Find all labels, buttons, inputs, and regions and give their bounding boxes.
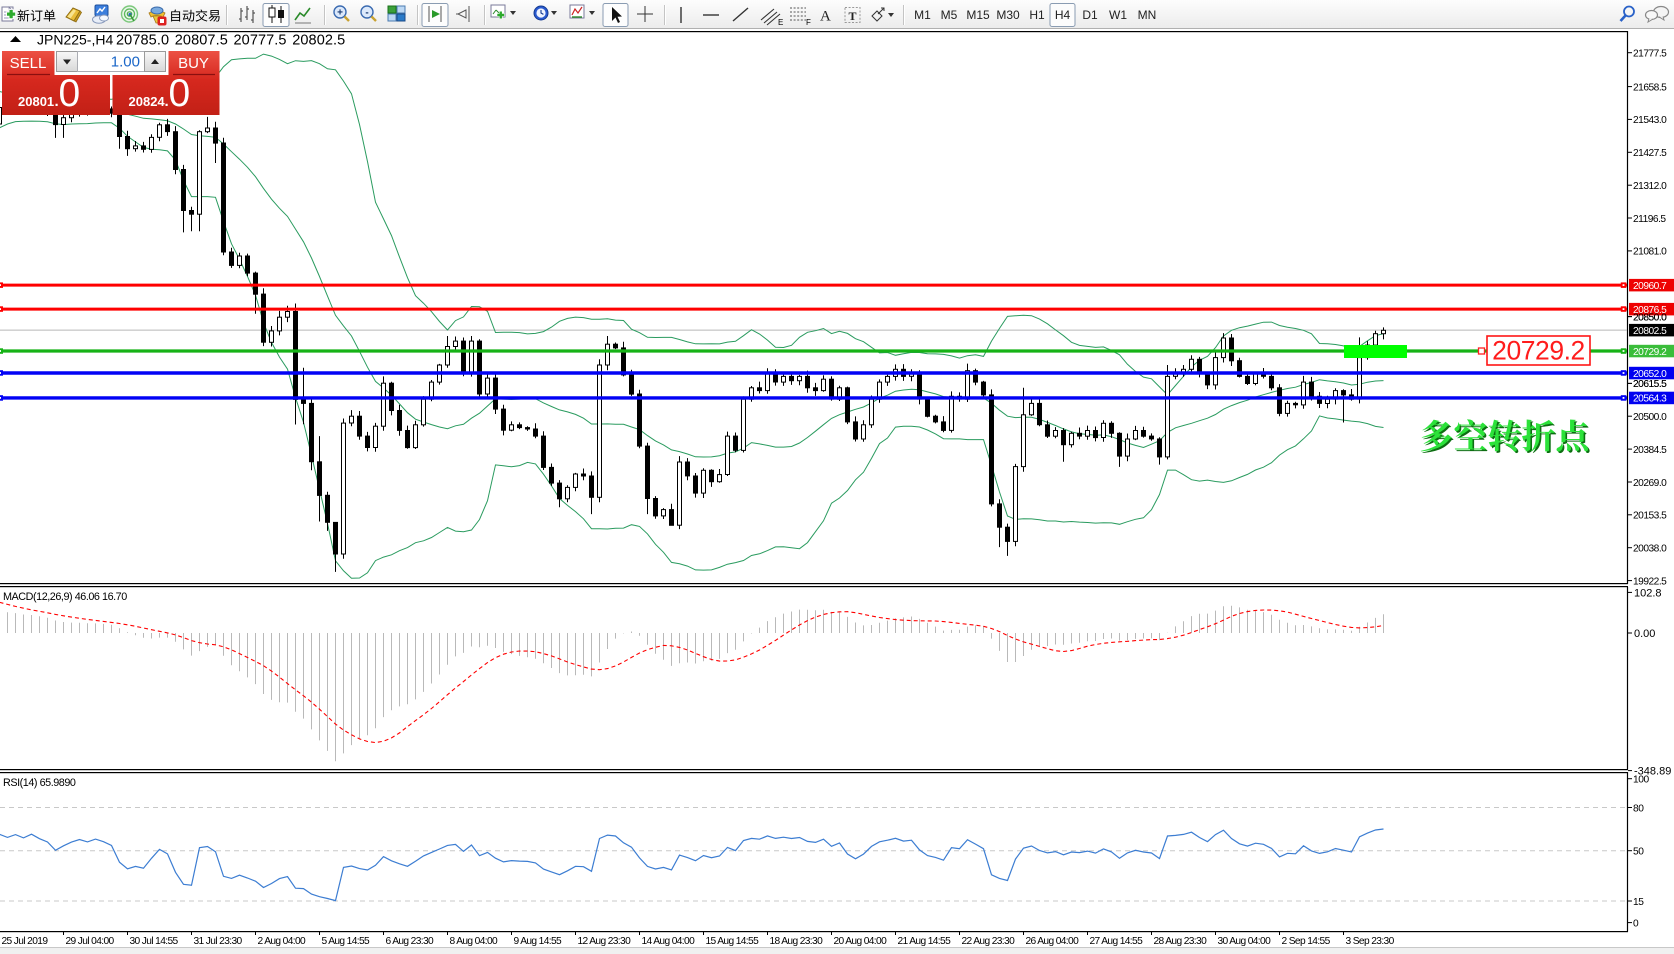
svg-text:-: - <box>365 8 368 19</box>
svg-text:20729.2: 20729.2 <box>1633 347 1667 358</box>
svg-text:21 Aug 14:55: 21 Aug 14:55 <box>898 936 952 947</box>
svg-text:22 Aug 23:30: 22 Aug 23:30 <box>962 936 1016 947</box>
svg-text:A: A <box>820 9 831 25</box>
svg-text:3 Sep 23:30: 3 Sep 23:30 <box>1346 936 1395 947</box>
svg-text:.: . <box>165 93 169 110</box>
svg-text:20801: 20801 <box>18 94 54 109</box>
svg-text:100: 100 <box>1633 775 1650 786</box>
svg-text:.: . <box>55 93 59 110</box>
svg-text:20960.7: 20960.7 <box>1633 281 1667 292</box>
svg-text:21427.5: 21427.5 <box>1633 148 1667 159</box>
svg-text:2 Aug 04:00: 2 Aug 04:00 <box>258 936 307 947</box>
svg-text:T: T <box>849 9 857 23</box>
svg-text:MN: MN <box>1138 8 1157 22</box>
svg-text:25 Jul 2019: 25 Jul 2019 <box>2 936 49 947</box>
svg-text:20729.2: 20729.2 <box>1492 336 1585 366</box>
svg-text:M5: M5 <box>941 8 958 22</box>
svg-text:+: + <box>337 8 343 19</box>
svg-text:19922.5: 19922.5 <box>1633 576 1667 587</box>
svg-text:20500.0: 20500.0 <box>1633 412 1667 423</box>
svg-text:0: 0 <box>59 72 81 115</box>
svg-text:21312.0: 21312.0 <box>1633 181 1667 192</box>
svg-text:26 Aug 04:00: 26 Aug 04:00 <box>1026 936 1080 947</box>
svg-text:M15: M15 <box>966 8 990 22</box>
svg-text:6 Aug 23:30: 6 Aug 23:30 <box>386 936 435 947</box>
svg-text:31 Jul 23:30: 31 Jul 23:30 <box>194 936 243 947</box>
svg-text:29 Jul 04:00: 29 Jul 04:00 <box>66 936 115 947</box>
svg-text:21196.5: 21196.5 <box>1633 214 1666 225</box>
svg-text:-348.89: -348.89 <box>1634 766 1671 778</box>
svg-text:20876.5: 20876.5 <box>1633 305 1667 316</box>
svg-text:30 Jul 14:55: 30 Jul 14:55 <box>130 936 179 947</box>
svg-text:M30: M30 <box>996 8 1020 22</box>
svg-text:20 Aug 04:00: 20 Aug 04:00 <box>834 936 888 947</box>
svg-text:2 Sep 14:55: 2 Sep 14:55 <box>1282 936 1331 947</box>
svg-text:21658.5: 21658.5 <box>1633 82 1667 93</box>
svg-text:20652.0: 20652.0 <box>1633 369 1667 380</box>
svg-text:SELL: SELL <box>10 55 47 72</box>
svg-text:1.00: 1.00 <box>111 54 140 71</box>
svg-text:50: 50 <box>1633 847 1644 858</box>
svg-text:0.00: 0.00 <box>1634 628 1655 640</box>
svg-text:MACD(12,26,9) 46.06 16.70: MACD(12,26,9) 46.06 16.70 <box>3 591 127 603</box>
svg-text:21777.5: 21777.5 <box>1633 49 1667 60</box>
svg-text:20615.5: 20615.5 <box>1633 379 1667 390</box>
svg-text:D1: D1 <box>1082 8 1098 22</box>
svg-text:20384.5: 20384.5 <box>1633 445 1667 456</box>
svg-text:RSI(14) 65.9890: RSI(14) 65.9890 <box>3 777 76 789</box>
svg-text:15: 15 <box>1633 897 1644 908</box>
svg-text:20269.0: 20269.0 <box>1633 478 1667 489</box>
svg-text:5 Aug 14:55: 5 Aug 14:55 <box>322 936 371 947</box>
svg-text:30 Aug 04:00: 30 Aug 04:00 <box>1218 936 1272 947</box>
svg-text:0: 0 <box>169 72 191 115</box>
svg-text:20564.3: 20564.3 <box>1633 394 1667 405</box>
svg-text:28 Aug 23:30: 28 Aug 23:30 <box>1154 936 1208 947</box>
svg-text:80: 80 <box>1633 803 1644 814</box>
svg-text:W1: W1 <box>1109 8 1127 22</box>
svg-text:20615.5: 20615.5 <box>1633 379 1667 390</box>
svg-text:15 Aug 14:55: 15 Aug 14:55 <box>706 936 760 947</box>
svg-text:20824: 20824 <box>129 94 166 109</box>
svg-text:9 Aug 14:55: 9 Aug 14:55 <box>514 936 563 947</box>
svg-text:21081.0: 21081.0 <box>1633 247 1667 258</box>
svg-text:20785.0 20807.5 20777.5 20802.: 20785.0 20807.5 20777.5 20802.5 <box>116 33 345 49</box>
svg-text:0: 0 <box>1633 918 1639 929</box>
svg-text:JPN225-,H4: JPN225-,H4 <box>37 32 113 48</box>
svg-text:20802.5: 20802.5 <box>1633 326 1667 337</box>
svg-text:102.8: 102.8 <box>1634 587 1662 599</box>
svg-text:H1: H1 <box>1029 8 1045 22</box>
svg-text:20038.0: 20038.0 <box>1633 544 1667 555</box>
svg-text:18 Aug 23:30: 18 Aug 23:30 <box>770 936 824 947</box>
svg-text:M1: M1 <box>914 8 931 22</box>
svg-text:BUY: BUY <box>178 55 209 72</box>
svg-text:E: E <box>778 18 783 27</box>
svg-text:14 Aug 04:00: 14 Aug 04:00 <box>642 936 696 947</box>
svg-text:20153.5: 20153.5 <box>1633 511 1667 522</box>
svg-text:20850.0: 20850.0 <box>1633 312 1667 323</box>
svg-text:27 Aug 14:55: 27 Aug 14:55 <box>1090 936 1144 947</box>
svg-text:H4: H4 <box>1055 8 1071 22</box>
svg-text:21543.0: 21543.0 <box>1633 115 1667 126</box>
svg-text:8 Aug 04:00: 8 Aug 04:00 <box>450 936 499 947</box>
svg-text:F: F <box>806 18 811 27</box>
svg-text:12 Aug 23:30: 12 Aug 23:30 <box>578 936 632 947</box>
svg-text:20850.0: 20850.0 <box>1633 312 1667 323</box>
